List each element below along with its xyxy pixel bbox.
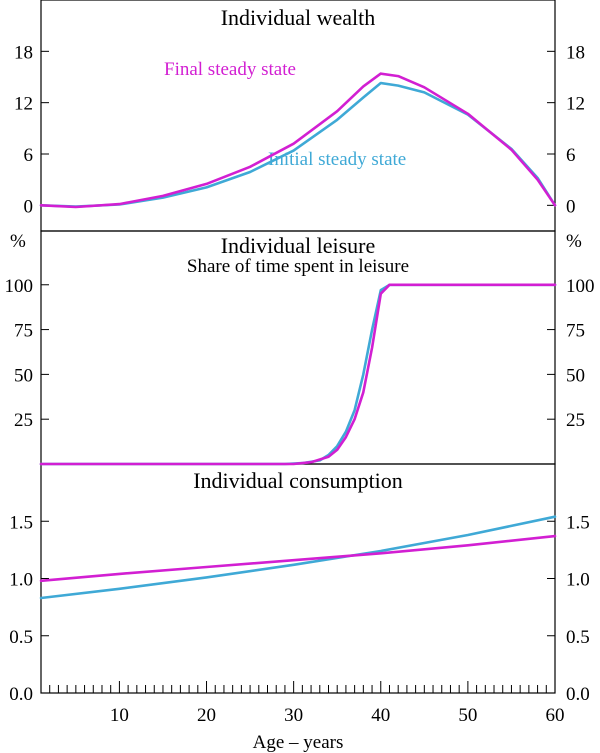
wealth-ytick-label-right: 6 <box>566 145 576 166</box>
leisure-ytick-label-left: 100 <box>5 276 34 297</box>
wealth-panel-frame <box>40 0 556 232</box>
leisure-ytick-label-left: 75 <box>14 321 33 342</box>
consumption-ytick-label-right: 0.0 <box>566 684 590 705</box>
final-steady-state-label: Final steady state <box>164 59 296 80</box>
leisure-series-initial <box>39 283 557 466</box>
consumption-ytick-label-right: 1.0 <box>566 570 590 591</box>
consumption-ytick-label-right: 1.5 <box>566 512 590 533</box>
x-tick-label: 60 <box>546 705 565 726</box>
consumption-ytick-label-right: 0.5 <box>566 627 590 648</box>
chart-marks: 0 0 6 6 12 12 18 18 25 25 50 50 75 75 100 100 0.0 0.0 0.5 0… <box>5 42 595 726</box>
leisure-ytick-label-right: 100 <box>566 276 595 297</box>
consumption-panel-frame <box>40 463 556 694</box>
leisure-unit-left: % <box>10 231 26 252</box>
leisure-title: Individual leisure <box>221 233 376 258</box>
leisure-ytick-label-right: 25 <box>566 410 585 431</box>
wealth-title: Individual wealth <box>221 5 376 30</box>
leisure-ytick-label-left: 50 <box>14 365 33 386</box>
leisure-ytick-label-left: 25 <box>14 410 33 431</box>
x-tick-label: 40 <box>371 705 390 726</box>
x-axis-title: Age – years <box>253 732 344 753</box>
leisure-unit-right: % <box>566 231 582 252</box>
leisure-series-final <box>39 283 557 466</box>
consumption-title: Individual consumption <box>193 468 403 493</box>
wealth-ytick-label-left: 12 <box>14 94 33 115</box>
consumption-series-final <box>39 534 557 583</box>
wealth-ytick-label-right: 18 <box>566 42 585 63</box>
x-tick-label: 20 <box>197 705 216 726</box>
leisure-ytick-label-right: 75 <box>566 321 585 342</box>
initial-steady-state-label: Initial steady state <box>268 149 406 170</box>
x-tick-label: 10 <box>110 705 129 726</box>
x-tick-label: 50 <box>458 705 477 726</box>
wealth-ytick-label-right: 12 <box>566 94 585 115</box>
consumption-ytick-label-left: 0.5 <box>9 627 33 648</box>
consumption-ytick-label-left: 1.0 <box>9 570 33 591</box>
wealth-ytick-label-right: 0 <box>566 196 576 217</box>
leisure-ytick-label-right: 50 <box>566 365 585 386</box>
wealth-series-initial <box>39 81 557 208</box>
consumption-ytick-label-left: 0.0 <box>9 684 33 705</box>
wealth-ytick-label-left: 18 <box>14 42 33 63</box>
leisure-subtitle: Share of time spent in leisure <box>187 256 409 277</box>
x-tick-label: 30 <box>284 705 303 726</box>
wealth-ytick-label-left: 6 <box>24 145 34 166</box>
wealth-ytick-label-left: 0 <box>24 196 34 217</box>
wealth-series-final <box>39 72 557 209</box>
consumption-ytick-label-left: 1.5 <box>9 512 33 533</box>
consumption-series-initial <box>39 515 557 600</box>
